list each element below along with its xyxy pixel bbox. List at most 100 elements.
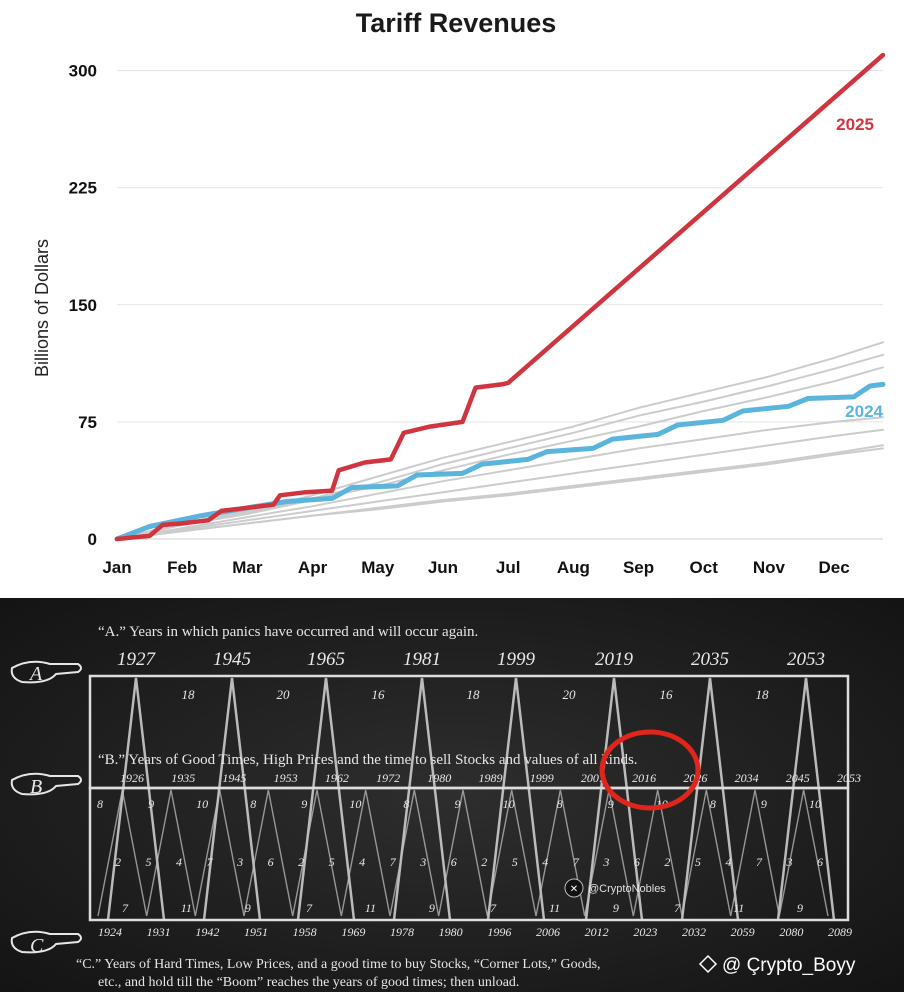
hard-number-mid: 6 — [817, 855, 823, 869]
hard-number-top: 9 — [761, 797, 767, 811]
panic-peak — [680, 677, 740, 921]
panic-peak — [486, 677, 546, 921]
hard-year: 1978 — [390, 925, 414, 939]
y-tick-label: 0 — [88, 530, 97, 549]
y-tick-label: 225 — [69, 179, 97, 198]
marker-b-letter: B — [30, 776, 42, 798]
hard-numbers-mid: 2 5 4 7 3 6 2 5 4 7 3 6 2 5 4 7 3 6 2 5 4 7 3 6 — [115, 855, 823, 869]
hard-number-top: 10 — [503, 797, 515, 811]
cryptonobles-watermark: ✕ @CryptoNobles — [564, 878, 666, 898]
good-year: 1980 — [427, 771, 451, 785]
good-year: 1945 — [222, 771, 246, 785]
hard-year: 2032 — [682, 925, 706, 939]
hard-year: 1942 — [195, 925, 219, 939]
hard-number-mid: 5 — [146, 855, 152, 869]
series-label-2025: 2025 — [836, 115, 874, 134]
hard-numbers-bottom: 7 11 9 7 11 9 7 11 9 7 11 9 — [122, 901, 803, 915]
series-line-past-year — [116, 447, 884, 540]
panic-year: 1999 — [497, 649, 536, 670]
cycle-line-a: “A.” Years in which panics have occurred… — [98, 624, 478, 640]
hard-year: 1951 — [244, 925, 268, 939]
panic-year: 1945 — [213, 649, 251, 670]
cycle-chart-svg: “A.” Years in which panics have occurred… — [0, 598, 904, 992]
series-line-past-year — [116, 416, 884, 540]
hard-number-mid: 3 — [236, 855, 243, 869]
hard-year: 1996 — [487, 925, 511, 939]
panic-interval: 16 — [372, 687, 386, 702]
x-tick-label: Apr — [298, 558, 328, 577]
hard-number-mid: 7 — [207, 855, 214, 869]
panic-interval: 20 — [563, 687, 577, 702]
hard-number-mid: 5 — [329, 855, 335, 869]
panic-year: 1981 — [403, 649, 441, 670]
panic-year: 1927 — [117, 649, 157, 670]
hard-number-bottom: 9 — [429, 901, 435, 915]
x-tick-label: Jul — [496, 558, 521, 577]
cycle-line-c1: “C.” Years of Hard Times, Low Prices, an… — [76, 957, 601, 972]
series-line-past-year — [116, 366, 884, 540]
hard-number-bottom: 11 — [733, 901, 744, 915]
hard-number-bottom: 7 — [674, 901, 681, 915]
hard-number-mid: 5 — [695, 855, 701, 869]
good-year: 1953 — [274, 771, 298, 785]
diamond-logo-icon — [698, 954, 718, 974]
hard-number-top: 8 — [557, 797, 563, 811]
grid-lines — [117, 70, 883, 540]
panic-year: 2035 — [691, 649, 729, 670]
panic-peak — [202, 677, 262, 921]
x-logo-icon — [564, 878, 584, 898]
x-tick-label: Aug — [557, 558, 590, 577]
y-tick-label: 75 — [78, 413, 97, 432]
tariff-revenue-svg: Tariff Revenues Billions of Dollars 0 75 1… — [32, 8, 886, 577]
panic-peak — [776, 677, 836, 921]
x-tick-label: Dec — [819, 558, 850, 577]
good-year: 1935 — [171, 771, 195, 785]
x-tick-label: Sep — [623, 558, 654, 577]
hard-year: 2006 — [536, 925, 560, 939]
panic-year: 1965 — [307, 649, 345, 670]
marker-a-letter: A — [28, 663, 43, 685]
hard-number-bottom: 9 — [613, 901, 619, 915]
hard-year: 2059 — [731, 925, 755, 939]
cycle-zigzag-line — [97, 789, 829, 917]
hard-year: 1980 — [439, 925, 463, 939]
hard-number-bottom: 7 — [490, 901, 497, 915]
panic-peak — [584, 677, 644, 921]
hard-number-bottom: 11 — [549, 901, 560, 915]
hard-number-bottom: 11 — [181, 901, 192, 915]
hard-number-top: 9 — [608, 797, 614, 811]
hard-year: 1958 — [293, 925, 317, 939]
hard-number-mid: 7 — [756, 855, 763, 869]
panic-year: 2019 — [595, 649, 634, 670]
hard-number-mid: 3 — [785, 855, 792, 869]
hand-marker-c: C — [10, 930, 82, 957]
hard-numbers-top: 8 9 10 8 9 10 8 9 10 8 9 10 8 9 10 — [97, 797, 821, 811]
hard-number-top: 9 — [301, 797, 307, 811]
hard-number-mid: 6 — [634, 855, 640, 869]
hard-number-mid: 2 — [481, 855, 487, 869]
hard-number-top: 9 — [148, 797, 154, 811]
tariff-revenue-chart: Tariff Revenues Billions of Dollars 0 75 1… — [32, 8, 886, 577]
hard-number-mid: 2 — [115, 855, 121, 869]
panic-interval: 18 — [467, 687, 481, 702]
x-tick-label: Feb — [167, 558, 197, 577]
series-line-past-year — [116, 353, 884, 540]
x-tick-label: Nov — [753, 558, 786, 577]
hard-number-bottom: 7 — [122, 901, 129, 915]
hard-year: 1924 — [98, 925, 122, 939]
panic-peak — [392, 677, 452, 921]
x-tick-label: Mar — [232, 558, 263, 577]
x-tick-labels: Jan Feb Mar Apr May Jun Jul Aug Sep Oct Nov Dec — [102, 558, 849, 577]
panic-years-row: 1927 1945 1965 1981 1999 2019 2035 2053 — [117, 649, 825, 670]
hard-number-bottom: 9 — [245, 901, 251, 915]
good-year: 1989 — [479, 771, 503, 785]
marker-c-letter: C — [30, 935, 44, 957]
panic-interval: 18 — [756, 687, 770, 702]
hard-number-mid: 6 — [451, 855, 457, 869]
hard-number-bottom: 9 — [797, 901, 803, 915]
hard-number-top: 8 — [403, 797, 409, 811]
good-years-row: 1926 1935 1945 1953 1962 1972 1980 1989 1999 2007… — [120, 771, 861, 785]
good-year: 1972 — [376, 771, 400, 785]
hard-number-mid: 2 — [664, 855, 670, 869]
hard-number-mid: 4 — [725, 855, 731, 869]
